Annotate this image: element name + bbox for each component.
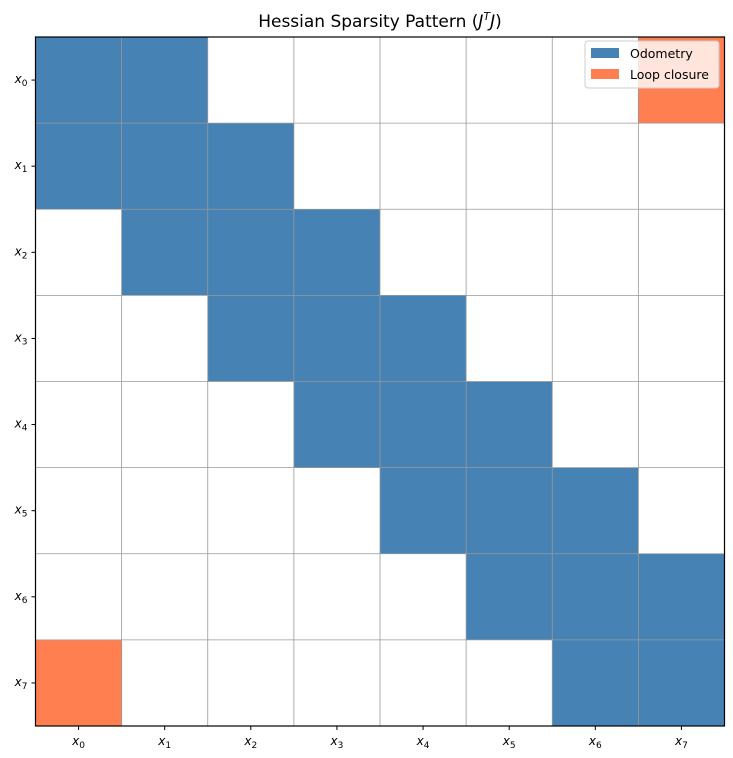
cell-5-6 bbox=[552, 467, 639, 555]
cell-4-6 bbox=[552, 381, 639, 469]
cell-1-3 bbox=[293, 123, 381, 210]
cell-5-7 bbox=[638, 467, 725, 555]
y-tick-label: x0 bbox=[14, 72, 28, 89]
cell-7-0 bbox=[35, 639, 123, 727]
legend: Odometry Loop closure bbox=[584, 40, 720, 89]
cell-3-1 bbox=[121, 295, 209, 382]
cell-6-2 bbox=[207, 553, 295, 641]
cell-2-1 bbox=[121, 209, 209, 296]
cell-5-3 bbox=[293, 467, 381, 555]
cell-7-6 bbox=[552, 639, 639, 727]
cell-1-6 bbox=[552, 123, 639, 210]
cell-3-2 bbox=[207, 295, 295, 382]
cell-3-3 bbox=[293, 295, 381, 382]
cell-4-5 bbox=[466, 381, 553, 469]
cell-5-4 bbox=[380, 467, 467, 555]
legend-swatch-loop-closure bbox=[591, 69, 619, 79]
y-tick-label: x4 bbox=[14, 417, 28, 434]
cell-2-2 bbox=[207, 209, 295, 296]
cell-2-4 bbox=[380, 209, 467, 296]
cell-2-3 bbox=[293, 209, 381, 296]
cell-0-3 bbox=[293, 37, 381, 124]
grid-lines bbox=[35, 37, 725, 726]
cell-4-3 bbox=[293, 381, 381, 469]
cell-1-7 bbox=[638, 123, 725, 210]
cell-5-0 bbox=[35, 467, 123, 555]
cell-2-6 bbox=[552, 209, 639, 296]
y-axis-ticks: x0 x1 x2 x3 x4 x5 x6 x7 bbox=[14, 72, 36, 692]
cell-1-2 bbox=[207, 123, 295, 210]
x-tick-label: x6 bbox=[588, 734, 602, 751]
cell-7-1 bbox=[121, 639, 209, 727]
cell-6-1 bbox=[121, 553, 209, 641]
cell-5-5 bbox=[466, 467, 553, 555]
y-tick-label: x1 bbox=[14, 158, 28, 175]
cell-0-1 bbox=[121, 37, 209, 124]
chart-title: Hessian Sparsity Pattern (JTJ) bbox=[258, 10, 502, 32]
matrix-cells bbox=[35, 37, 725, 727]
cell-6-5 bbox=[466, 553, 553, 641]
cell-4-4 bbox=[380, 381, 467, 469]
cell-6-0 bbox=[35, 553, 123, 641]
cell-7-5 bbox=[466, 639, 553, 727]
cell-1-5 bbox=[466, 123, 553, 210]
cell-3-4 bbox=[380, 295, 467, 382]
cell-6-7 bbox=[638, 553, 725, 641]
cell-7-2 bbox=[207, 639, 295, 727]
cell-5-1 bbox=[121, 467, 209, 555]
x-tick-label: x2 bbox=[243, 734, 257, 751]
cell-2-0 bbox=[35, 209, 123, 296]
cell-2-5 bbox=[466, 209, 553, 296]
cell-0-0 bbox=[35, 37, 123, 124]
cell-1-4 bbox=[380, 123, 467, 210]
cell-6-6 bbox=[552, 553, 639, 641]
x-tick-label: x5 bbox=[502, 734, 516, 751]
x-tick-label: x3 bbox=[330, 734, 344, 751]
cell-7-3 bbox=[293, 639, 381, 727]
y-tick-label: x3 bbox=[14, 330, 28, 347]
cell-4-2 bbox=[207, 381, 295, 469]
cell-1-0 bbox=[35, 123, 123, 210]
cell-3-0 bbox=[35, 295, 123, 382]
legend-swatch-odometry bbox=[591, 48, 619, 58]
cell-4-0 bbox=[35, 381, 123, 469]
y-tick-label: x5 bbox=[14, 503, 28, 520]
cell-3-7 bbox=[638, 295, 725, 382]
legend-label-odometry: Odometry bbox=[630, 46, 693, 61]
legend-label-loop-closure: Loop closure bbox=[630, 67, 709, 82]
x-axis-ticks: x0 x1 x2 x3 x4 x5 x6 x7 bbox=[71, 726, 688, 751]
y-tick-label: x2 bbox=[14, 244, 28, 261]
x-tick-label: x7 bbox=[674, 734, 688, 751]
cell-3-6 bbox=[552, 295, 639, 382]
x-tick-label: x4 bbox=[416, 734, 430, 751]
cell-4-1 bbox=[121, 381, 209, 469]
cell-4-7 bbox=[638, 381, 725, 469]
cell-6-4 bbox=[380, 553, 467, 641]
y-tick-label: x6 bbox=[14, 589, 28, 606]
cell-6-3 bbox=[293, 553, 381, 641]
x-tick-label: x1 bbox=[157, 734, 171, 751]
cell-7-4 bbox=[380, 639, 467, 727]
cell-7-7 bbox=[638, 639, 725, 727]
cell-1-1 bbox=[121, 123, 209, 210]
x-tick-label: x0 bbox=[71, 734, 85, 751]
cell-0-2 bbox=[207, 37, 295, 124]
y-tick-label: x7 bbox=[14, 675, 28, 692]
axes-frame bbox=[34, 36, 726, 727]
cell-5-2 bbox=[207, 467, 295, 555]
cell-3-5 bbox=[466, 295, 553, 382]
cell-0-5 bbox=[466, 37, 553, 124]
cell-2-7 bbox=[638, 209, 725, 296]
cell-0-4 bbox=[380, 37, 467, 124]
